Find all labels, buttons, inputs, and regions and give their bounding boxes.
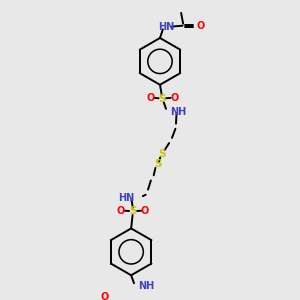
Text: O: O (146, 93, 154, 103)
Text: O: O (170, 93, 178, 103)
Text: HN: HN (158, 22, 174, 32)
Text: O: O (100, 292, 109, 300)
Text: O: O (197, 21, 205, 31)
Text: NH: NH (138, 281, 154, 291)
Text: S: S (158, 148, 166, 159)
Text: NH: NH (170, 107, 187, 117)
Text: S: S (158, 94, 166, 103)
Text: HN: HN (118, 193, 135, 202)
Text: S: S (154, 160, 162, 170)
Text: S: S (129, 206, 136, 216)
Text: O: O (117, 206, 125, 216)
Text: O: O (141, 206, 149, 216)
